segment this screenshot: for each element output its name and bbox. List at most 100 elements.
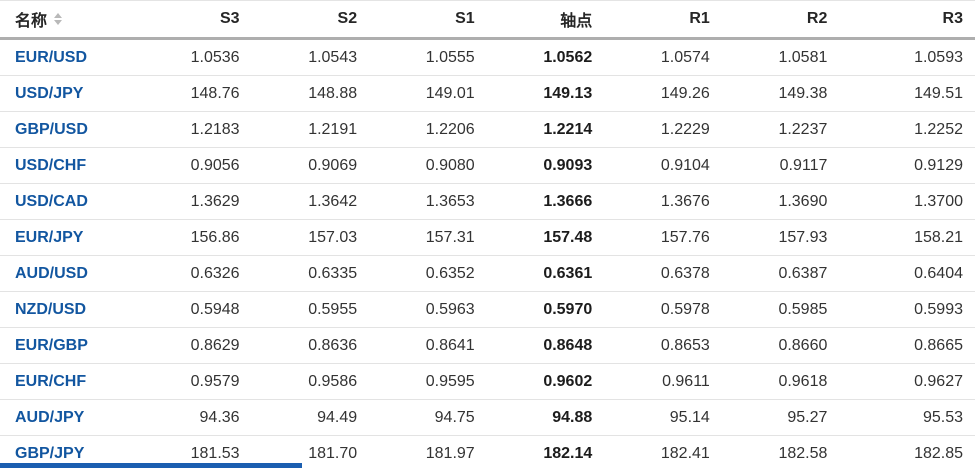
table-row: EUR/USD 1.0536 1.0543 1.0555 1.0562 1.0574 1.0… <box>0 38 975 76</box>
pair-link[interactable]: AUD/USD <box>15 264 88 282</box>
s2-value-cell: 1.3642 <box>269 183 388 220</box>
sort-arrows-icon[interactable] <box>54 13 63 25</box>
pair-link[interactable]: EUR/CHF <box>15 372 87 390</box>
s1-value-cell: 0.6352 <box>387 255 505 292</box>
column-header-s3[interactable]: S3 <box>152 1 270 40</box>
s3-value-cell: 1.2183 <box>152 111 270 148</box>
pair-link[interactable]: USD/JPY <box>15 84 84 102</box>
table-row: GBP/USD 1.2183 1.2191 1.2206 1.2214 1.2229 1.2… <box>0 111 975 148</box>
s3-value-cell: 0.8629 <box>152 327 270 364</box>
s2-value-cell: 1.2191 <box>269 111 388 148</box>
sort-up-arrow <box>54 13 63 18</box>
r1-value-cell: 1.3676 <box>622 183 740 220</box>
pair-link[interactable]: EUR/JPY <box>15 228 84 246</box>
r1-value-cell: 149.26 <box>622 75 740 112</box>
r2-value-cell: 0.9117 <box>739 147 858 184</box>
s3-value-cell: 1.3629 <box>152 183 270 220</box>
bottom-accent-bar <box>0 463 302 468</box>
pivot-value-cell: 1.3666 <box>504 183 623 220</box>
r3-value-cell: 1.3700 <box>857 183 975 220</box>
s2-value-cell: 94.49 <box>269 399 388 436</box>
s2-value-cell: 0.5955 <box>269 291 388 328</box>
table-row: AUD/JPY 94.36 94.49 94.75 94.88 95.14 95.27 95.… <box>0 399 975 436</box>
r3-value-cell: 149.51 <box>857 75 975 112</box>
s3-value-cell: 181.53 <box>152 435 270 468</box>
pair-link[interactable]: NZD/USD <box>15 300 87 318</box>
s3-value-cell: 0.5948 <box>152 291 270 328</box>
pair-link[interactable]: USD/CHF <box>15 156 87 174</box>
column-header-name[interactable]: 名称 <box>0 1 152 40</box>
s1-value-cell: 1.0555 <box>387 38 505 76</box>
r3-value-cell: 1.2252 <box>857 111 975 148</box>
s1-value-cell: 157.31 <box>387 219 505 256</box>
pair-name-cell: GBP/JPY <box>0 435 152 468</box>
pivot-value-cell: 1.0562 <box>504 38 623 76</box>
s1-value-cell: 0.9595 <box>387 363 505 400</box>
r2-value-cell: 1.0581 <box>739 38 858 76</box>
s1-value-cell: 181.97 <box>387 435 505 468</box>
r3-value-cell: 0.5993 <box>857 291 975 328</box>
pair-name-cell: EUR/GBP <box>0 327 152 364</box>
column-header-s2[interactable]: S2 <box>269 1 388 40</box>
table-row: AUD/USD 0.6326 0.6335 0.6352 0.6361 0.6378 0.6… <box>0 255 975 292</box>
pair-link[interactable]: EUR/GBP <box>15 336 88 354</box>
r1-value-cell: 1.2229 <box>622 111 740 148</box>
table-row: USD/CHF 0.9056 0.9069 0.9080 0.9093 0.9104 0.9… <box>0 147 975 184</box>
s2-value-cell: 0.8636 <box>269 327 388 364</box>
column-header-s1[interactable]: S1 <box>387 1 505 40</box>
r1-value-cell: 182.41 <box>622 435 740 468</box>
pair-link[interactable]: EUR/USD <box>15 48 88 66</box>
r2-value-cell: 149.38 <box>739 75 858 112</box>
table-row: USD/JPY 148.76 148.88 149.01 149.13 149.26 149… <box>0 75 975 112</box>
r3-value-cell: 158.21 <box>857 219 975 256</box>
r2-value-cell: 1.2237 <box>739 111 858 148</box>
table-row: NZD/USD 0.5948 0.5955 0.5963 0.5970 0.5978 0.5… <box>0 291 975 328</box>
s1-value-cell: 94.75 <box>387 399 505 436</box>
s3-value-cell: 94.36 <box>152 399 270 436</box>
s3-value-cell: 0.6326 <box>152 255 270 292</box>
column-header-r2[interactable]: R2 <box>739 1 858 40</box>
pivot-value-cell: 149.13 <box>504 75 623 112</box>
pair-link[interactable]: GBP/JPY <box>15 444 85 462</box>
r2-value-cell: 0.6387 <box>739 255 858 292</box>
pivot-value-cell: 0.5970 <box>504 291 623 328</box>
sort-down-arrow <box>54 20 63 25</box>
s1-value-cell: 1.2206 <box>387 111 505 148</box>
s2-value-cell: 181.70 <box>269 435 388 468</box>
r3-value-cell: 95.53 <box>857 399 975 436</box>
column-header-r3[interactable]: R3 <box>857 1 975 40</box>
column-header-label: 名称 <box>15 13 48 30</box>
pair-name-cell: EUR/JPY <box>0 219 152 256</box>
pair-name-cell: EUR/USD <box>0 38 152 76</box>
s2-value-cell: 0.9069 <box>269 147 388 184</box>
r1-value-cell: 157.76 <box>622 219 740 256</box>
pair-link[interactable]: AUD/JPY <box>15 408 85 426</box>
r2-value-cell: 157.93 <box>739 219 858 256</box>
pair-link[interactable]: GBP/USD <box>15 120 88 138</box>
r2-value-cell: 1.3690 <box>739 183 858 220</box>
table-header: 名称 S3 S2 S1 轴点 R1 R2 R3 <box>0 1 975 40</box>
pair-name-cell: NZD/USD <box>0 291 152 328</box>
r2-value-cell: 95.27 <box>739 399 858 436</box>
r1-value-cell: 95.14 <box>622 399 740 436</box>
pair-name-cell: AUD/USD <box>0 255 152 292</box>
pivot-value-cell: 0.9093 <box>504 147 623 184</box>
r1-value-cell: 0.9611 <box>622 363 740 400</box>
r3-value-cell: 0.9627 <box>857 363 975 400</box>
r3-value-cell: 1.0593 <box>857 38 975 76</box>
r3-value-cell: 0.6404 <box>857 255 975 292</box>
pivot-value-cell: 182.14 <box>504 435 623 468</box>
s1-value-cell: 1.3653 <box>387 183 505 220</box>
column-header-pivot[interactable]: 轴点 <box>504 1 623 40</box>
s3-value-cell: 0.9056 <box>152 147 270 184</box>
column-header-r1[interactable]: R1 <box>622 1 740 40</box>
s3-value-cell: 148.76 <box>152 75 270 112</box>
table-row: EUR/CHF 0.9579 0.9586 0.9595 0.9602 0.9611 0.9… <box>0 363 975 400</box>
table-row: EUR/GBP 0.8629 0.8636 0.8641 0.8648 0.8653 0.8… <box>0 327 975 364</box>
name-header-content: 名称 <box>15 7 63 31</box>
pair-link[interactable]: USD/CAD <box>15 192 88 210</box>
s2-value-cell: 148.88 <box>269 75 388 112</box>
s2-value-cell: 157.03 <box>269 219 388 256</box>
r3-value-cell: 0.8665 <box>857 327 975 364</box>
s3-value-cell: 156.86 <box>152 219 270 256</box>
